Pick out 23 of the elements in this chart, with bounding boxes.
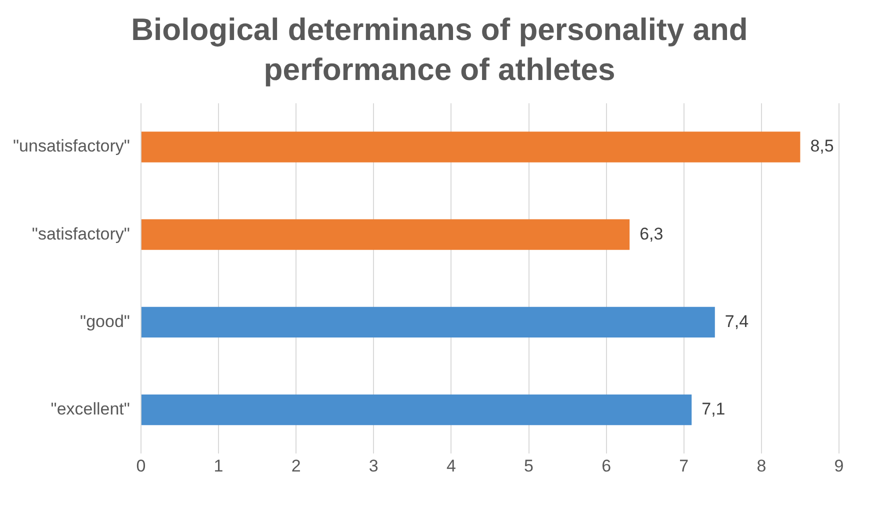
bar: [141, 306, 715, 338]
data-label: 6,3: [640, 224, 664, 244]
x-tick-label: 4: [446, 456, 456, 476]
y-tick-label: "satisfactory": [32, 224, 130, 244]
data-label: 8,5: [810, 136, 834, 156]
x-tick-label: 1: [214, 456, 224, 476]
chart-title: Biological determinans of personality and performance of athletes: [130, 11, 749, 89]
x-tick-label: 3: [368, 456, 378, 476]
y-tick-label: "good": [80, 312, 130, 331]
bar: [141, 394, 692, 426]
bar: [141, 132, 800, 162]
x-tick-label: 8: [756, 456, 766, 476]
y-tick-label: "unsatisfactory": [12, 136, 130, 156]
bar: [141, 219, 630, 250]
x-tick-label: 7: [679, 456, 689, 476]
data-label: 7,4: [724, 312, 749, 331]
x-tick-label: 0: [136, 456, 146, 476]
x-tick-label: 6: [602, 456, 612, 476]
y-tick-label: "excellent": [50, 399, 130, 418]
x-tick-label: 9: [834, 456, 844, 476]
x-tick-label: 5: [524, 456, 534, 476]
x-tick-label: 2: [291, 456, 301, 476]
data-label: 7,1: [702, 399, 726, 418]
